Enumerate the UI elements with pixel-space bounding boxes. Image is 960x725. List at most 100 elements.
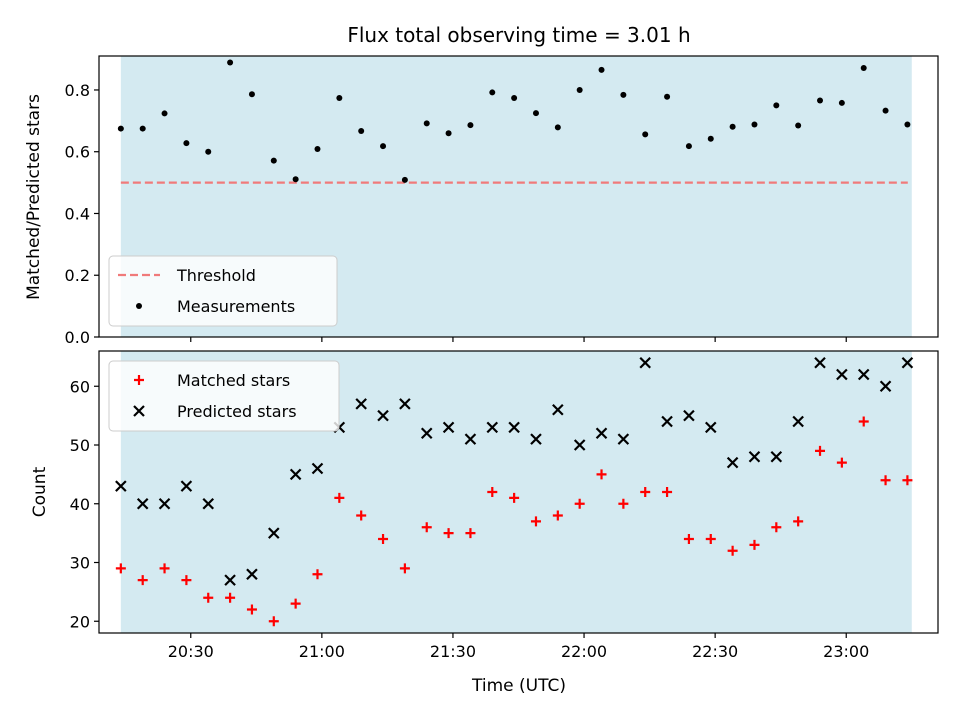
predicted-star-point <box>158 497 171 510</box>
measurement-point <box>620 91 627 98</box>
y-tick-label: 60 <box>70 377 90 396</box>
predicted-star-point <box>355 398 367 410</box>
measurement-point <box>227 59 234 66</box>
matched-star-point <box>552 510 563 521</box>
matched-star-point <box>815 445 826 456</box>
matched-star-point <box>836 457 847 468</box>
y-tick-label: 20 <box>70 612 90 631</box>
x-tick-label: 23:00 <box>823 642 869 661</box>
predicted-star-point <box>879 380 892 393</box>
measurement-point <box>117 125 124 132</box>
measurement-point <box>664 93 671 100</box>
measurement-point <box>401 176 408 183</box>
measurement-point <box>576 86 583 93</box>
predicted-star-point <box>814 356 826 369</box>
measurement-point <box>358 128 365 135</box>
measurement-point <box>817 97 824 104</box>
measurement-point <box>860 65 867 72</box>
top-panel: 0.0 0.2 0.4 0.6 0.8 Threshold Measurements <box>65 55 939 347</box>
predicted-star-point <box>552 403 564 416</box>
y-tick-label: 0.0 <box>65 328 90 347</box>
matched-star-point <box>137 575 148 586</box>
predicted-star-point <box>595 427 608 440</box>
x-tick-label: 22:00 <box>561 642 607 661</box>
chart-title: Flux total observing time = 3.01 h <box>347 23 690 47</box>
predicted-star-point <box>136 497 149 510</box>
measurement-point <box>642 131 649 138</box>
measurement-point <box>598 66 605 73</box>
measurement-point <box>511 94 518 101</box>
measurement-point <box>380 143 387 150</box>
matched-star-point <box>225 592 236 603</box>
y-tick-label: 30 <box>70 554 90 573</box>
matched-star-point <box>683 534 694 544</box>
measurement-point <box>445 130 452 137</box>
y-tick-label: 0.6 <box>65 143 90 162</box>
legend-box <box>108 360 340 432</box>
measurement-point <box>314 145 321 152</box>
x-tick-label: 22:30 <box>692 642 738 661</box>
matched-star-point <box>181 575 192 586</box>
measurement-point <box>532 110 539 117</box>
bottom-panel: 20 30 40 50 60 20:30 21:00 21:30 22:00 22:30 23:00… <box>70 350 939 661</box>
matched-star-point <box>596 469 607 480</box>
legend: Matched stars Predicted stars <box>108 360 340 432</box>
matched-star-point <box>115 563 126 574</box>
matched-star-point <box>203 592 214 603</box>
matched-star-point <box>487 487 498 497</box>
matched-star-point <box>290 598 301 609</box>
measurement-point <box>489 89 496 96</box>
measurement-point <box>773 102 780 109</box>
matched-star-point <box>858 416 869 427</box>
matched-star-point <box>421 522 432 533</box>
measurement-point <box>292 176 299 183</box>
predicted-star-point <box>901 356 914 369</box>
x-axis-label: Time (UTC) <box>471 676 566 696</box>
matched-star-point <box>399 563 410 574</box>
axes-frame <box>98 350 939 634</box>
x-tick-label: 21:30 <box>430 642 476 661</box>
measurement-point <box>882 107 889 114</box>
legend-matched-swatch <box>134 375 144 385</box>
predicted-star-point <box>464 433 477 445</box>
measurement-point <box>183 140 190 147</box>
legend-predicted-swatch <box>133 405 145 417</box>
matched-star-point <box>618 498 629 509</box>
matched-star-point <box>246 604 257 615</box>
measurement-point <box>904 121 911 128</box>
matched-star-point <box>334 492 345 503</box>
legend-box <box>108 255 338 327</box>
legend-label: Matched stars <box>177 371 290 390</box>
legend-measurement-swatch <box>136 303 142 309</box>
matched-star-point <box>771 522 782 533</box>
matched-star-point <box>793 516 804 527</box>
predicted-star-point <box>792 415 804 428</box>
measurement-point <box>685 143 692 150</box>
predicted-star-point <box>115 480 127 492</box>
matched-star-point <box>640 487 651 497</box>
y-tick-label: 0.8 <box>65 81 90 100</box>
matched-star-point <box>530 516 541 527</box>
predicted-star-point <box>246 568 258 581</box>
predicted-star-point <box>661 415 673 428</box>
matched-star-point <box>159 563 170 574</box>
legend-label: Threshold <box>176 266 256 285</box>
matched-star-point <box>312 569 323 580</box>
matched-star-point <box>378 534 389 544</box>
bottom-y-axis-label: Count <box>30 466 50 517</box>
matched-star-point <box>268 616 279 627</box>
y-tick-label: 40 <box>70 495 90 514</box>
measurement-point <box>554 124 561 131</box>
measurement-point <box>729 123 736 130</box>
predicted-star-point <box>857 368 870 381</box>
predicted-star-point <box>420 427 433 440</box>
measurement-point <box>838 99 845 106</box>
y-tick-label: 0.4 <box>65 204 90 223</box>
predicted-star-point <box>508 421 520 434</box>
predicted-star-point <box>311 462 324 475</box>
measurement-point <box>467 122 474 129</box>
predicted-star-point <box>704 421 717 434</box>
predicted-star-point <box>180 480 193 492</box>
measurement-point <box>205 148 212 155</box>
